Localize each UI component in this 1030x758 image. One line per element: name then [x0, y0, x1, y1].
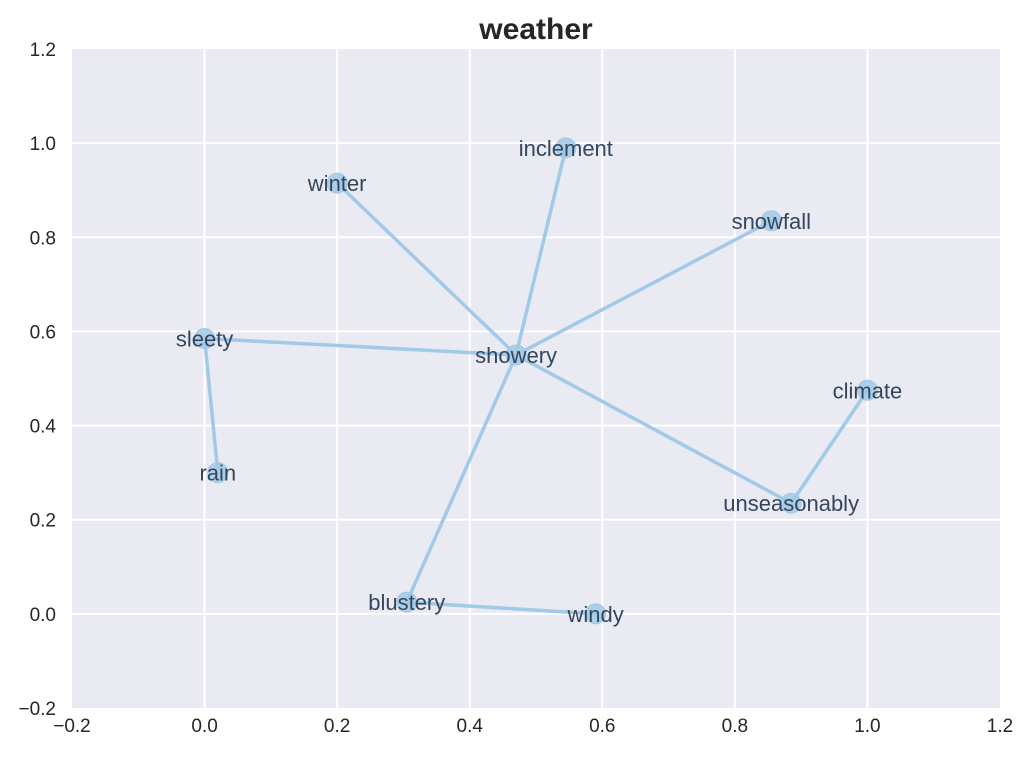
node-label: windy — [567, 602, 624, 627]
y-tick-label: 0.8 — [30, 228, 56, 249]
edge-line — [335, 181, 518, 357]
node-label: rain — [199, 461, 236, 486]
node-label: unseasonably — [723, 491, 859, 516]
node-label: snowfall — [732, 209, 811, 234]
node-labels: showery inclement winter snowfall sleety clim… — [176, 136, 902, 627]
node-point — [585, 603, 607, 625]
node-point — [856, 379, 878, 401]
x-tick-label: 0.4 — [457, 716, 484, 737]
node-label: sleety — [176, 326, 233, 351]
edges — [202, 146, 870, 616]
y-tick-label: 0.0 — [30, 605, 56, 626]
y-tick-label: 1.0 — [30, 134, 56, 155]
edge-line — [202, 336, 220, 475]
y-tick-label: 0.4 — [30, 417, 57, 438]
x-tick-label: 0.0 — [191, 716, 217, 737]
y-tick-label: 0.2 — [30, 511, 56, 532]
y-tick-label: 1.2 — [30, 40, 56, 61]
node-point — [555, 137, 577, 159]
x-tick-label: 1.2 — [987, 716, 1013, 737]
node-point — [505, 344, 527, 366]
plot-area — [72, 49, 1000, 708]
chart-title: weather — [478, 13, 593, 46]
edge-line — [514, 219, 774, 357]
node-point — [396, 591, 418, 613]
y-tick-label: −0.2 — [18, 699, 56, 720]
edge-line — [514, 353, 793, 505]
node-label: climate — [833, 378, 903, 403]
node-label: inclement — [519, 136, 613, 161]
x-tick-labels: −0.2 0.0 0.2 0.4 0.6 0.8 1.0 1.2 — [53, 716, 1013, 737]
x-tick-label: 0.6 — [589, 716, 615, 737]
edge-line — [789, 388, 870, 505]
x-tick-label: 0.8 — [722, 716, 748, 737]
y-tick-label: 0.6 — [30, 322, 56, 343]
node-point — [780, 492, 802, 514]
edge-line — [202, 336, 518, 357]
nodes — [194, 137, 878, 625]
node-point — [207, 462, 229, 484]
x-tick-label: 1.0 — [854, 716, 880, 737]
x-tick-label: 0.2 — [324, 716, 350, 737]
y-tick-labels: −0.2 0.0 0.2 0.4 0.6 0.8 1.0 1.2 — [18, 40, 56, 720]
node-label: winter — [307, 171, 367, 196]
edge-line — [404, 353, 518, 604]
node-point — [326, 172, 348, 194]
node-point — [194, 327, 216, 349]
x-tick-label: −0.2 — [53, 716, 91, 737]
edge-line — [514, 146, 568, 357]
edge-line — [404, 600, 598, 616]
node-label: blustery — [368, 590, 445, 615]
node-point — [760, 210, 782, 232]
grid-lines — [72, 49, 1000, 708]
node-label: showery — [475, 343, 557, 368]
